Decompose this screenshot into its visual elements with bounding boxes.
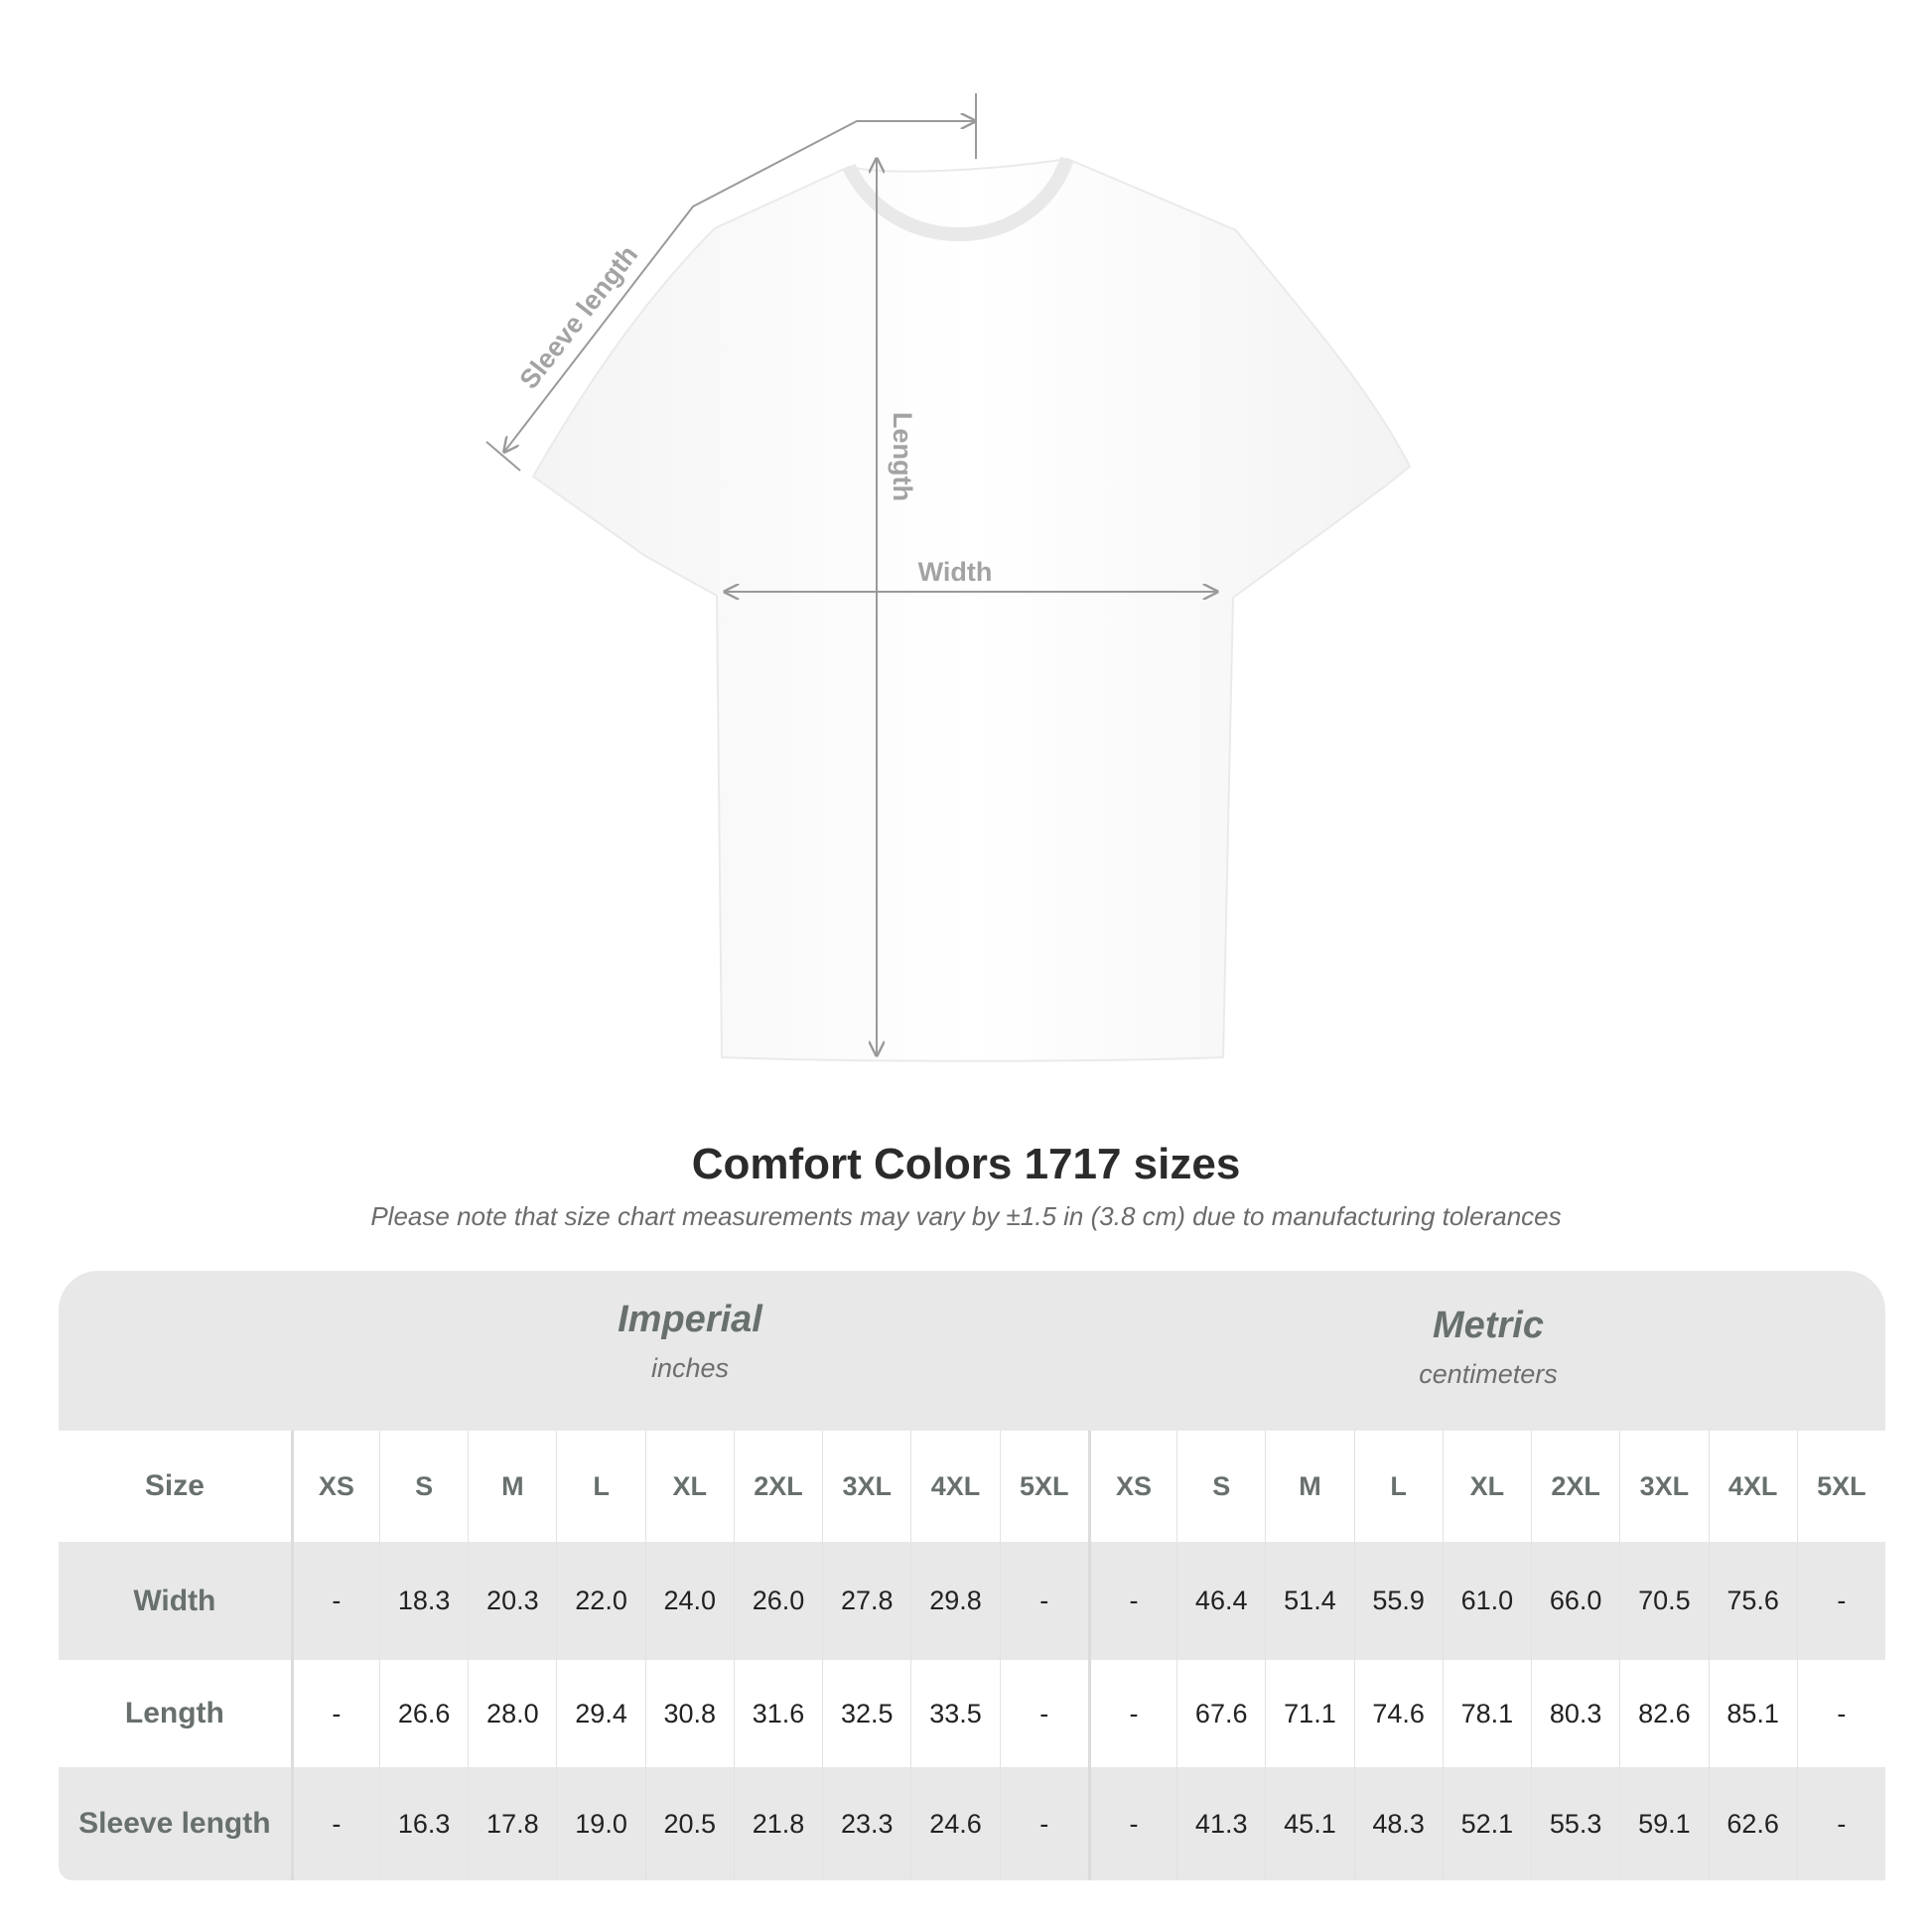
size-header-cell: 2XL — [733, 1431, 822, 1542]
t-shirt-shape — [531, 157, 1412, 1062]
sleeve-dimension-line — [504, 121, 975, 452]
size-header-cell: 2XL — [1531, 1431, 1619, 1542]
table-cell: 85.1 — [1708, 1660, 1797, 1767]
metric-unit: centimeters — [1419, 1359, 1558, 1389]
size-header-cell: S — [378, 1431, 468, 1542]
table-cell: - — [999, 1767, 1088, 1880]
table-cell: 19.0 — [556, 1767, 644, 1880]
table-row: Length -26.6 28.0 29.4 30.8 31.6 32.5 33.5- -67.… — [59, 1660, 1885, 1767]
row-label: Width — [133, 1584, 216, 1617]
size-header-cell: L — [1353, 1431, 1443, 1542]
table-cell: 21.8 — [733, 1767, 822, 1880]
tolerance-note: Please note that size chart measurements… — [370, 1201, 1562, 1231]
size-header-cell: 3XL — [822, 1431, 910, 1542]
size-header-cell: 4XL — [910, 1431, 999, 1542]
table-cell: - — [1796, 1542, 1885, 1660]
table-cell: 61.0 — [1442, 1542, 1531, 1660]
table-cell: 82.6 — [1619, 1660, 1708, 1767]
table-cell: 59.1 — [1619, 1767, 1708, 1880]
table-cell: 24.6 — [910, 1767, 999, 1880]
table-cell: 33.5 — [910, 1660, 999, 1767]
table-cell: 30.8 — [644, 1660, 734, 1767]
table-cell: 28.0 — [468, 1660, 556, 1767]
size-header-cell: XL — [1442, 1431, 1531, 1542]
table-cell: 48.3 — [1353, 1767, 1443, 1880]
table-cell: 51.4 — [1265, 1542, 1353, 1660]
row-label: Sleeve length — [78, 1807, 271, 1840]
row-label: Length — [124, 1697, 224, 1729]
row-label: Size — [144, 1469, 205, 1502]
size-header-cell: XS — [1087, 1431, 1176, 1542]
table-cell: 55.3 — [1531, 1767, 1619, 1880]
table-cell: 41.3 — [1176, 1767, 1265, 1880]
table-cell: - — [290, 1542, 379, 1660]
table-cell: 20.3 — [468, 1542, 556, 1660]
size-header-cell: 3XL — [1619, 1431, 1708, 1542]
table-cell: - — [1796, 1660, 1885, 1767]
table-cell: - — [1087, 1542, 1176, 1660]
table-cell: 26.6 — [378, 1660, 468, 1767]
table-cell: 26.0 — [733, 1542, 822, 1660]
table-cell: 16.3 — [378, 1767, 468, 1880]
size-header-cell: L — [556, 1431, 644, 1542]
table-cell: - — [290, 1767, 379, 1880]
table-cell: 52.1 — [1442, 1767, 1531, 1880]
size-chart-table: Imperial inches Metric centimeters Size X… — [59, 1271, 1885, 1880]
imperial-title: Imperial — [618, 1299, 762, 1340]
table-cell: 75.6 — [1708, 1542, 1797, 1660]
table-cell: 27.8 — [822, 1542, 910, 1660]
table-cell: 55.9 — [1353, 1542, 1443, 1660]
table-cell: 67.6 — [1176, 1660, 1265, 1767]
table-cell: - — [999, 1660, 1088, 1767]
table-cell: 23.3 — [822, 1767, 910, 1880]
size-header-row: Size XS S M L XL 2XL 3XL 4XL 5XL XS S M L XL 2XL 3XL 4XL 5… — [59, 1431, 1885, 1542]
table-cell: 18.3 — [378, 1542, 468, 1660]
size-header-cell: M — [468, 1431, 556, 1542]
table-row: Sleeve length -16.3 17.8 19.0 20.5 21.8 23.3 24… — [59, 1767, 1885, 1880]
imperial-header: Imperial inches — [291, 1299, 1089, 1384]
table-cell: 78.1 — [1442, 1660, 1531, 1767]
unit-header-band: Imperial inches Metric centimeters — [59, 1271, 1885, 1431]
table-cell: - — [1087, 1767, 1176, 1880]
table-cell: 46.4 — [1176, 1542, 1265, 1660]
size-header-cell: 4XL — [1708, 1431, 1797, 1542]
t-shirt-diagram: Width Length Sleeve length — [485, 93, 1412, 1062]
imperial-unit: inches — [650, 1353, 730, 1383]
size-header-cell: 5XL — [999, 1431, 1088, 1542]
table-cell: 62.6 — [1708, 1767, 1797, 1880]
table-cell: 70.5 — [1619, 1542, 1708, 1660]
table-cell: 29.8 — [910, 1542, 999, 1660]
size-header-cell: XL — [644, 1431, 734, 1542]
table-cell: 66.0 — [1531, 1542, 1619, 1660]
width-label: Width — [918, 557, 993, 587]
length-label: Length — [888, 412, 917, 501]
metric-header: Metric centimeters — [1089, 1305, 1887, 1390]
table-cell: 32.5 — [822, 1660, 910, 1767]
page-title: Comfort Colors 1717 sizes — [691, 1140, 1241, 1188]
table-cell: 80.3 — [1531, 1660, 1619, 1767]
size-header-cell: XS — [290, 1431, 379, 1542]
table-cell: 22.0 — [556, 1542, 644, 1660]
table-cell: 45.1 — [1265, 1767, 1353, 1880]
size-header-cell: S — [1176, 1431, 1265, 1542]
table-cell: - — [290, 1660, 379, 1767]
table-cell: 74.6 — [1353, 1660, 1443, 1767]
table-cell: - — [999, 1542, 1088, 1660]
table-cell: 24.0 — [644, 1542, 734, 1660]
table-cell: 31.6 — [733, 1660, 822, 1767]
size-header-cell: 5XL — [1796, 1431, 1885, 1542]
table-cell: 29.4 — [556, 1660, 644, 1767]
table-row: Width -18.3 20.3 22.0 24.0 26.0 27.8 29.8- -46.4… — [59, 1542, 1885, 1660]
table-cell: 71.1 — [1265, 1660, 1353, 1767]
size-header-cell: M — [1265, 1431, 1353, 1542]
table-cell: - — [1087, 1660, 1176, 1767]
table-cell: 20.5 — [644, 1767, 734, 1880]
table-cell: - — [1796, 1767, 1885, 1880]
table-cell: 17.8 — [468, 1767, 556, 1880]
metric-title: Metric — [1433, 1305, 1544, 1346]
